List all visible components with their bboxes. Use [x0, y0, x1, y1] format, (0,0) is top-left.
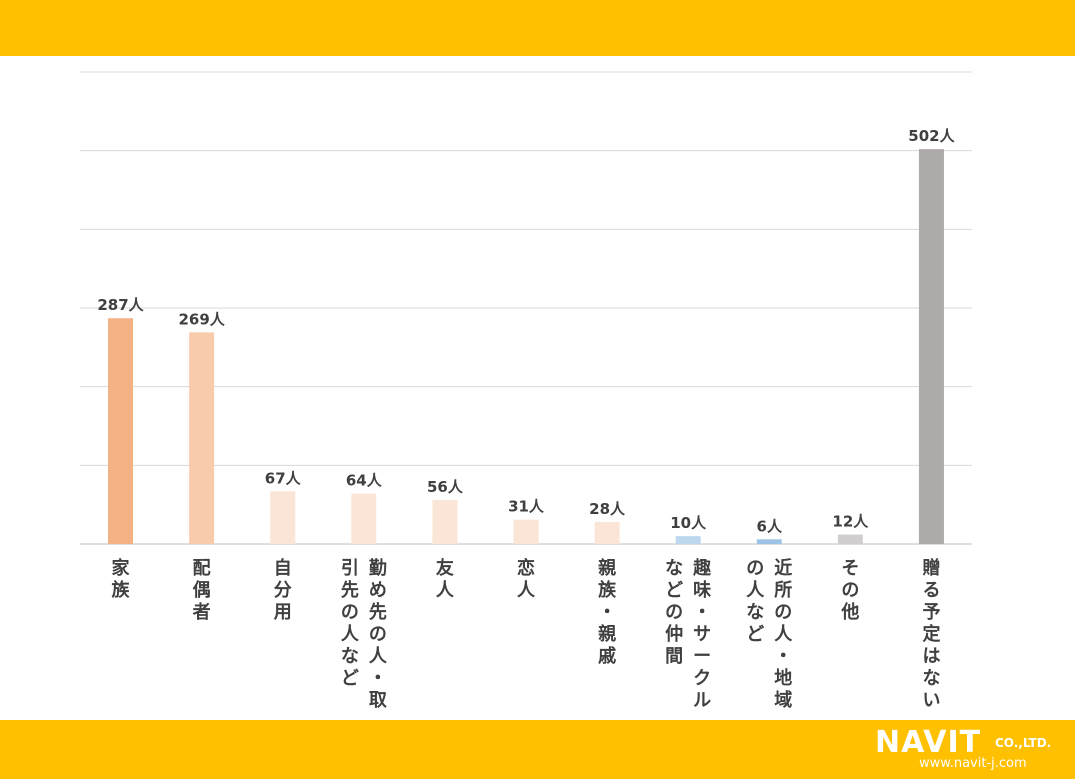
- category-label: 自分用: [274, 557, 292, 623]
- bar: [432, 499, 458, 544]
- category-label: 恋人: [517, 557, 536, 601]
- bar: [675, 536, 701, 544]
- category-label: 勤め先の人・取: [369, 557, 388, 711]
- category-label: などの仲間: [665, 558, 683, 667]
- category-label: 親族・親戚: [598, 557, 617, 667]
- data-label: 502人: [908, 127, 955, 145]
- category-label: 友人: [436, 557, 455, 601]
- data-label: 31人: [508, 498, 545, 516]
- category-label: 贈る予定はない: [922, 557, 940, 711]
- bar: [918, 149, 944, 545]
- bar: [513, 519, 539, 544]
- data-label: 6人: [757, 517, 783, 535]
- category-label: 引先の人など: [341, 558, 360, 689]
- logo-url-text: www.navit-j.com: [919, 756, 1027, 771]
- bar: [351, 493, 377, 544]
- data-label: 64人: [346, 472, 383, 490]
- category-label: その他: [840, 558, 859, 623]
- category-label: 配偶者: [192, 558, 211, 623]
- data-label: 269人: [178, 310, 225, 328]
- top-banner: [0, 0, 1075, 56]
- category-label: 近所の人・地域: [774, 557, 793, 711]
- data-label: 56人: [427, 478, 464, 496]
- data-label: 28人: [589, 500, 626, 518]
- bottom-banner: [0, 720, 1075, 779]
- navit-logo: NAVIT CO.,LTD. www.navit-j.com: [875, 726, 1065, 774]
- bar: [189, 332, 215, 544]
- bar: [837, 534, 863, 544]
- data-label: 67人: [265, 469, 302, 487]
- bar: [594, 521, 620, 544]
- bar: [108, 318, 134, 544]
- bar: [270, 491, 296, 544]
- data-label: 287人: [97, 296, 144, 314]
- category-label: の人など: [746, 558, 765, 645]
- category-label: 家族: [112, 557, 131, 601]
- category-label: 趣味・サークル: [692, 558, 712, 711]
- logo-main-text: NAVIT: [875, 725, 982, 760]
- logo-suffix-text: CO.,LTD.: [995, 736, 1052, 750]
- bar: [756, 539, 782, 544]
- data-label: 10人: [670, 514, 707, 532]
- data-label: 12人: [832, 513, 869, 531]
